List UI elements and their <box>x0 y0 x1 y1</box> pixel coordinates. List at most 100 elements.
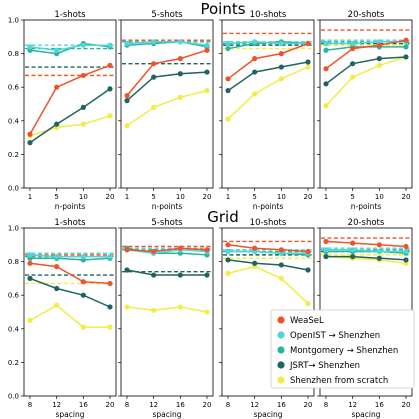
point-OpenIST <box>403 248 409 255</box>
point-WeaSeL <box>151 61 157 67</box>
x-tick-label: 5 <box>54 193 58 201</box>
point-Scratch <box>27 317 33 323</box>
series-line-WeaSeL <box>29 64 111 135</box>
y-tick-label: 0.2 <box>8 359 19 367</box>
point-JSRT <box>27 275 33 281</box>
series-line-JSRT <box>126 71 208 102</box>
series-line-JSRT <box>227 259 309 271</box>
x-tick-label: 8 <box>125 401 129 409</box>
point-Scratch <box>376 62 382 68</box>
point-Scratch <box>151 104 157 110</box>
series-line-Scratch <box>126 89 208 127</box>
point-JSRT <box>305 267 311 273</box>
point-JSRT <box>27 140 33 146</box>
point-Scratch <box>124 123 130 129</box>
point-OpenIST <box>151 39 157 45</box>
point-Scratch <box>323 103 329 109</box>
point-Scratch <box>177 94 183 100</box>
series-line-Scratch <box>126 306 208 313</box>
point-JSRT <box>305 59 311 65</box>
point-OpenIST <box>376 248 382 255</box>
y-tick-label: 0.0 <box>8 185 19 193</box>
series-line-JSRT <box>325 56 407 85</box>
legend-marker-Scratch <box>277 376 285 384</box>
point-Scratch <box>305 64 311 70</box>
point-WeaSeL <box>107 62 113 68</box>
panel-title: 10-shots <box>250 218 287 228</box>
series-line-Scratch <box>227 66 309 120</box>
series-line-WeaSeL <box>126 49 208 97</box>
point-JSRT <box>80 104 86 110</box>
point-WeaSeL <box>305 40 311 47</box>
point-JSRT <box>350 61 356 67</box>
series-line-JSRT <box>126 269 207 276</box>
x-tick-label: 20 <box>203 193 212 201</box>
x-tick-label: 20 <box>402 193 411 201</box>
series-line-OpenIST <box>126 249 208 254</box>
point-WeaSeL <box>177 56 183 62</box>
point-Montgomery <box>403 44 409 50</box>
series-line-Scratch <box>325 255 407 265</box>
legend-frame <box>270 309 415 389</box>
point-WeaSeL <box>80 279 86 285</box>
x-tick-label: 5 <box>151 193 155 201</box>
series-line-WeaSeL <box>126 247 208 253</box>
point-OpenIST <box>323 40 329 47</box>
series-line-OpenIST <box>126 41 208 46</box>
point-Scratch <box>107 113 113 119</box>
legend-label-Scratch: Shenzhen from scratch <box>290 376 388 386</box>
point-JSRT <box>403 54 409 60</box>
series-line-WeaSeL <box>227 244 309 253</box>
y-tick-label: 1.0 <box>8 225 19 233</box>
x-tick-label: 5 <box>252 193 256 201</box>
point-WeaSeL <box>278 247 284 253</box>
series-line-Montgomery <box>326 250 407 254</box>
point-JSRT <box>252 69 258 75</box>
point-JSRT <box>80 292 86 298</box>
point-Montgomery <box>323 47 329 53</box>
panel-title: 1-shots <box>54 10 86 20</box>
x-axis-label: n-points <box>351 202 382 211</box>
series-line-OpenIST <box>228 250 308 254</box>
x-tick-label: 1 <box>28 193 32 201</box>
point-WeaSeL <box>350 240 356 246</box>
y-tick-label: 0.2 <box>8 151 19 159</box>
point-JSRT <box>278 262 284 268</box>
point-Scratch <box>107 324 113 330</box>
point-WeaSeL <box>124 93 130 99</box>
point-WeaSeL <box>27 131 33 137</box>
point-OpenIST <box>27 252 33 258</box>
series-line-Scratch <box>29 304 110 328</box>
x-tick-label: 12 <box>250 401 259 409</box>
point-Scratch <box>278 76 284 82</box>
point-WeaSeL <box>323 66 329 72</box>
y-tick-label: 0.6 <box>8 84 20 92</box>
point-JSRT <box>107 86 113 92</box>
point-JSRT <box>124 267 130 273</box>
point-Scratch <box>124 304 130 310</box>
panel-title: 1-shots <box>54 218 86 228</box>
panel-frame <box>319 19 413 189</box>
point-OpenIST <box>27 44 33 50</box>
series-line-WeaSeL <box>29 262 111 285</box>
x-tick-label: 20 <box>402 401 411 409</box>
series-line-JSRT <box>29 88 111 144</box>
y-tick-label: 0.6 <box>8 292 20 300</box>
point-WeaSeL <box>403 243 409 250</box>
series-line-WeaSeL <box>325 39 407 70</box>
point-Scratch <box>151 307 157 313</box>
point-WeaSeL <box>54 264 60 270</box>
panel-frame <box>120 227 214 397</box>
x-tick-label: 20 <box>203 401 212 409</box>
series-line-JSRT <box>326 255 407 261</box>
figure-title-points: Points <box>200 0 245 18</box>
panel-1-2: 10-shots 8 12 16 20 spacing <box>219 218 315 419</box>
series-line-OpenIST <box>29 254 110 258</box>
point-JSRT <box>124 98 130 104</box>
x-tick-label: 16 <box>176 401 185 409</box>
x-tick-label: 20 <box>106 401 115 409</box>
panel-0-3: 20-shots 1 5 10 20 n-points <box>317 10 413 211</box>
point-OpenIST <box>323 247 329 253</box>
point-OpenIST <box>252 39 258 45</box>
point-WeaSeL <box>177 245 183 251</box>
